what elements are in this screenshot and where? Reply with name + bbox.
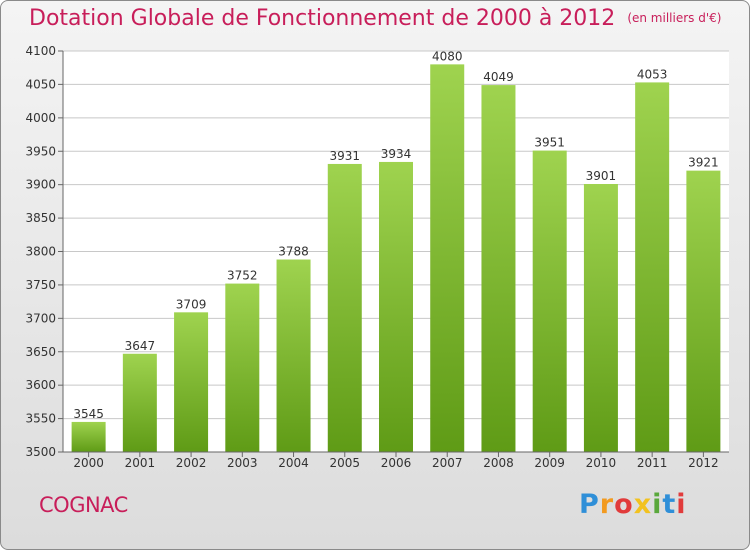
x-tick-label: 2005 <box>329 456 360 470</box>
y-tick-label: 3950 <box>25 144 56 158</box>
y-tick-label: 3850 <box>25 211 56 225</box>
bar <box>327 163 362 452</box>
city-name: COGNAC <box>39 493 128 517</box>
y-tick-label: 3750 <box>25 278 56 292</box>
x-tick-label: 2003 <box>227 456 258 470</box>
x-axis: 2000 2001 2002 2003 2004 2005 2006 2007 2008 2009… <box>63 451 729 470</box>
chart-title: Dotation Globale de Fonctionnement de 20… <box>29 6 721 31</box>
y-tick-label: 3550 <box>25 412 56 426</box>
data-label: 4080 <box>432 49 463 63</box>
bar <box>225 283 260 452</box>
data-label: 3921 <box>688 156 719 170</box>
bar <box>481 85 516 453</box>
data-label: 3931 <box>329 149 360 163</box>
x-tick-label: 2002 <box>176 456 207 470</box>
data-label: 3709 <box>176 297 207 311</box>
bar <box>122 353 157 452</box>
y-tick-label: 4050 <box>25 77 56 91</box>
data-label: 3934 <box>381 147 412 161</box>
x-tick-label: 2012 <box>688 456 719 470</box>
y-tick-label: 3650 <box>25 345 56 359</box>
y-tick-label: 3700 <box>25 311 56 325</box>
x-tick-label: 2011 <box>637 456 668 470</box>
chart-title-text: Dotation Globale de Fonctionnement de 20… <box>29 6 616 31</box>
bar <box>71 421 106 452</box>
x-tick-label: 2000 <box>73 456 104 470</box>
y-tick-label: 3500 <box>25 445 56 459</box>
data-label: 3951 <box>534 136 565 150</box>
data-label: 3901 <box>586 169 617 183</box>
data-label: 4049 <box>483 70 514 84</box>
data-label: 3788 <box>278 245 309 259</box>
bar <box>430 64 465 452</box>
y-tick-label: 4100 <box>25 44 56 58</box>
x-tick-label: 2008 <box>483 456 514 470</box>
bars: 3545 3647 3709 3752 3788 3931 3934 4080 4049 3951… <box>71 49 721 453</box>
data-label: 3545 <box>73 407 104 421</box>
y-axis: 3500 3550 3600 3650 3700 3750 3800 3850 3900 3950… <box>25 44 64 459</box>
bar <box>379 161 413 452</box>
unit-note: (en milliers d'€) <box>627 11 722 25</box>
data-label: 3752 <box>227 269 258 283</box>
proxiti-logo[interactable]: Proxiti <box>579 489 687 520</box>
y-tick-label: 3600 <box>25 378 56 392</box>
bar <box>532 150 567 452</box>
bar <box>583 183 618 452</box>
x-tick-label: 2009 <box>534 456 565 470</box>
data-label: 3647 <box>125 339 156 353</box>
x-tick-label: 2010 <box>586 456 617 470</box>
x-tick-label: 2004 <box>278 456 309 470</box>
y-tick-label: 3900 <box>25 178 56 192</box>
x-tick-label: 2001 <box>125 456 156 470</box>
bar <box>635 82 670 452</box>
bar <box>174 312 209 452</box>
y-tick-label: 4000 <box>25 111 56 125</box>
bar <box>276 259 311 452</box>
bar <box>686 170 721 453</box>
x-tick-label: 2006 <box>381 456 412 470</box>
x-tick-label: 2007 <box>432 456 463 470</box>
data-label: 4053 <box>637 67 668 81</box>
y-tick-label: 3800 <box>25 245 56 259</box>
